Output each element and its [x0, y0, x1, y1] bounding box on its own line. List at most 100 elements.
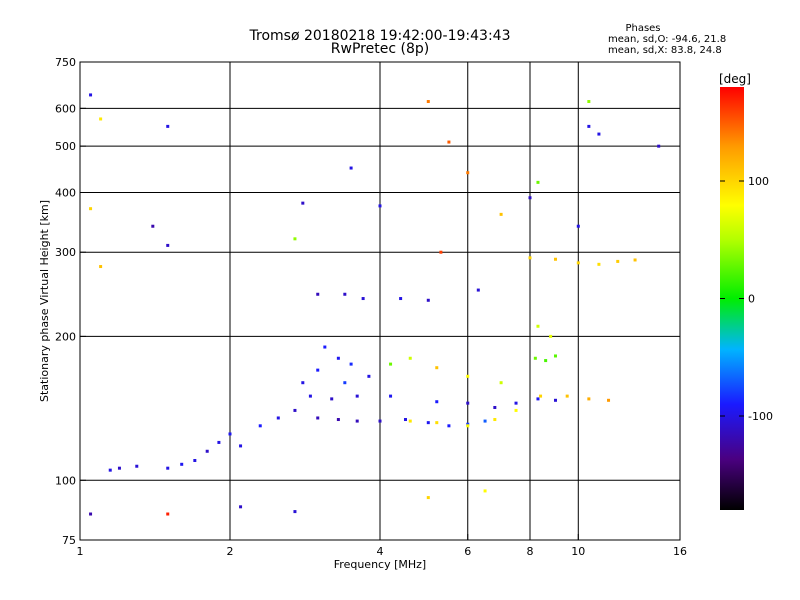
point-o-trace-mid-6	[447, 424, 451, 428]
point-spread-cloud-8	[408, 356, 412, 360]
y-tick-label-600: 600	[55, 102, 76, 115]
point-x-trace-3	[493, 418, 497, 422]
x-axis-ticks: 1 2 4 6 8 10 16	[77, 534, 687, 558]
point-o-trace-low-2	[135, 464, 139, 468]
y-tick-label-300: 300	[55, 246, 76, 259]
point-o-trace-mid-7	[466, 422, 470, 426]
point-scattered-noise-26	[439, 250, 443, 254]
point-scattered-noise-16	[597, 132, 601, 136]
point-f-echo-upper-4	[426, 298, 430, 302]
point-scattered-noise-6	[166, 243, 170, 247]
point-green-mid-1	[544, 359, 548, 363]
point-scattered-noise-0	[89, 93, 93, 97]
point-x-trace-4	[514, 408, 518, 412]
point-scattered-noise-1	[99, 117, 103, 121]
point-o-trace-low-5	[193, 458, 197, 462]
point-scattered-noise-3	[99, 265, 103, 269]
point-scattered-noise-15	[587, 124, 591, 128]
point-o-trace-low-10	[258, 424, 262, 428]
point-green-mid-2	[553, 354, 557, 358]
point-spread-cloud-1	[316, 368, 320, 372]
point-f-echo-x-upper-5	[633, 258, 637, 262]
point-o-trace-mid-1	[336, 418, 340, 422]
colorbar-label: [deg]	[719, 72, 751, 86]
scatter-points	[89, 93, 661, 516]
y-tick-label-400: 400	[55, 186, 76, 199]
point-spread-cloud-2	[336, 356, 340, 360]
point-spread-cloud-7	[389, 362, 393, 366]
point-x-trace-5	[539, 394, 543, 398]
point-spread-cloud-3	[349, 362, 353, 366]
point-scattered-noise-12	[499, 212, 503, 216]
point-scattered-noise-25	[293, 237, 297, 241]
point-spread-cloud-6	[343, 381, 347, 385]
stats-heading: Phases	[625, 23, 660, 34]
point-f-echo-upper-3	[399, 297, 403, 301]
point-f-echo-x-upper-4	[616, 259, 620, 263]
point-f-echo-upper-2	[361, 297, 365, 301]
x-tick-label-6: 6	[464, 545, 471, 558]
point-o-trace-low-9	[239, 444, 243, 448]
point-x-trace-6	[565, 394, 569, 398]
point-scattered-noise-7	[349, 166, 353, 170]
point-scattered-noise-13	[528, 196, 532, 200]
point-o-trace-upper-2	[355, 394, 359, 398]
point-f-echo-upper-5	[476, 288, 480, 292]
point-o-trace-upper-4	[435, 400, 439, 404]
point-f-echo-x-upper-3	[597, 262, 601, 266]
point-green-mid-5	[536, 180, 540, 184]
point-scattered-noise-2	[89, 207, 93, 211]
point-scattered-noise-19	[239, 505, 243, 509]
point-o-trace-upper-0	[308, 394, 312, 398]
point-scattered-noise-22	[483, 489, 487, 493]
point-x-trace-7	[587, 397, 591, 401]
point-o-trace-low-7	[217, 440, 221, 444]
point-scattered-noise-4	[166, 124, 170, 128]
point-o-trace-low-8	[228, 432, 232, 436]
point-x-trace-2	[466, 424, 470, 428]
chart-subtitle: RwPretec (8p)	[331, 41, 429, 57]
point-scattered-noise-27	[576, 224, 580, 228]
point-scattered-noise-17	[657, 144, 661, 148]
point-spread-cloud-10	[466, 374, 470, 378]
point-x-trace-1	[435, 421, 439, 425]
point-scattered-noise-18	[166, 512, 170, 516]
point-o-trace-low-6	[205, 449, 209, 453]
x-tick-label-4: 4	[377, 545, 384, 558]
point-o-trace-upper-7	[514, 401, 518, 405]
x-axis-label: Frequency [MHz]	[334, 558, 426, 571]
point-scattered-noise-21	[426, 496, 430, 500]
y-tick-label-100: 100	[55, 474, 76, 487]
y-axis-label: Stationary phase Virtual Height [km]	[38, 200, 51, 402]
stats-line-o: mean, sd,O: -94.6, 21.8	[608, 34, 726, 45]
point-spread-cloud-11	[499, 381, 503, 385]
point-o-trace-low-0	[108, 468, 112, 472]
point-spread-cloud-9	[435, 366, 439, 370]
point-o-trace-upper-9	[553, 398, 557, 402]
y-tick-label-75: 75	[62, 534, 76, 547]
point-spread-cloud-0	[301, 381, 305, 385]
point-o-trace-upper-5	[466, 401, 470, 405]
point-scattered-noise-5	[151, 224, 155, 228]
point-spread-cloud-4	[367, 374, 371, 378]
y-tick-label-500: 500	[55, 140, 76, 153]
point-f-echo-upper-1	[343, 292, 347, 296]
point-x-trace-8	[607, 398, 611, 402]
point-scattered-noise-8	[378, 204, 382, 208]
point-o-trace-low-12	[293, 408, 297, 412]
point-o-trace-mid-5	[426, 421, 430, 425]
point-o-trace-upper-6	[493, 405, 497, 409]
y-tick-label-200: 200	[55, 330, 76, 343]
point-o-trace-upper-8	[536, 397, 540, 401]
point-x-trace-0	[408, 419, 412, 423]
stats-line-x: mean, sd,X: 83.8, 24.8	[608, 45, 722, 56]
point-f-echo-x-upper-1	[553, 257, 557, 261]
x-tick-label-1: 1	[77, 545, 84, 558]
point-o-trace-low-1	[117, 466, 121, 470]
point-f-echo-x-upper-0	[528, 256, 532, 260]
x-tick-label-10: 10	[571, 545, 585, 558]
colorbar-tick-label-0: 100	[748, 175, 769, 188]
chart-title: Tromsø 20180218 19:42:00-19:43:43	[249, 28, 511, 44]
point-o-trace-mid-2	[355, 419, 359, 423]
